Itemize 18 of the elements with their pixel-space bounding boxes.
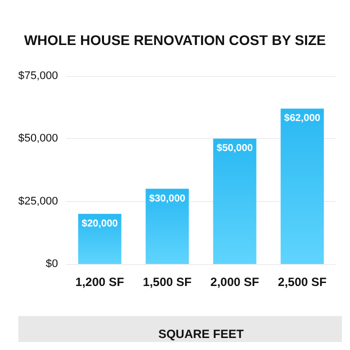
data-label: $62,000	[284, 113, 321, 124]
data-label: $30,000	[149, 193, 186, 204]
bar	[146, 188, 189, 264]
x-tick-label: 2,000 SF	[210, 275, 260, 289]
bar	[213, 138, 256, 264]
y-tick-label: $0	[46, 258, 58, 270]
bar	[78, 214, 122, 264]
data-label: $20,000	[82, 218, 118, 230]
x-axis-title: SQUARE FEET	[158, 327, 244, 341]
x-tick-label: 2,500 SF	[278, 275, 327, 289]
x-tick-label: 1,200 SF	[75, 275, 124, 289]
data-label: $50,000	[216, 143, 254, 154]
y-tick-label: $75,000	[18, 70, 58, 82]
bar	[280, 108, 324, 264]
y-tick-label: $50,000	[18, 132, 58, 145]
chart-title: WHOLE HOUSE RENOVATION COST BY SIZE	[24, 32, 326, 48]
x-tick-label: 1,500 SF	[142, 275, 192, 289]
y-tick-label: $25,000	[18, 195, 58, 208]
